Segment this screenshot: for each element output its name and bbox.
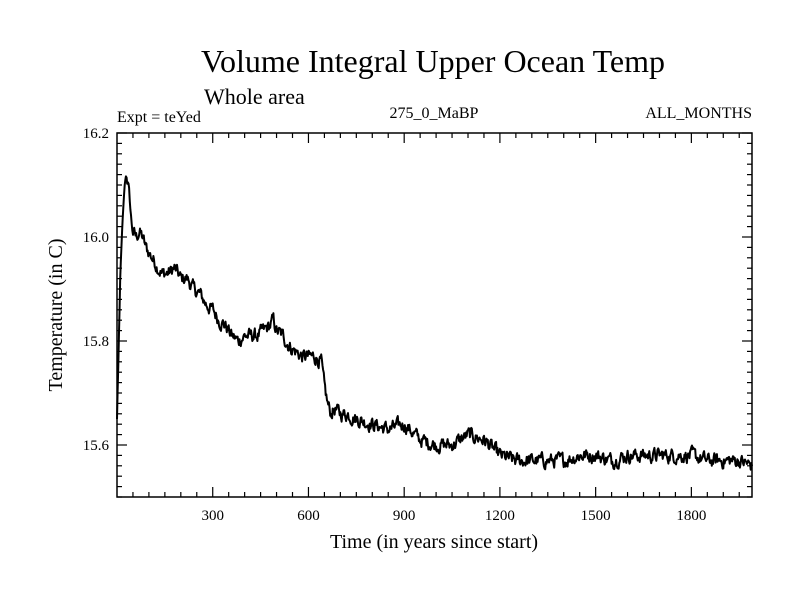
y-axis-label: Temperature (in C) (45, 239, 67, 392)
months-label: ALL_MONTHS (645, 105, 752, 122)
x-tick-label: 600 (297, 508, 320, 524)
chart-subtitle: Whole area (204, 84, 305, 109)
y-tick-label: 16.0 (83, 230, 109, 246)
period-label: 275_0_MaBP (390, 105, 479, 122)
x-tick-label: 1500 (581, 508, 611, 524)
y-tick-label: 16.2 (83, 126, 109, 142)
temperature-series-line (116, 175, 753, 471)
plot-frame (116, 132, 753, 498)
tick-labels: 300 600 900 1200 1500 1800 15.6 15.8 16.0 16.2 (83, 126, 707, 524)
y-tick-label: 15.6 (83, 438, 110, 454)
chart-title: Volume Integral Upper Ocean Temp (201, 43, 665, 79)
x-axis-label: Time (in years since start) (330, 531, 538, 553)
x-tick-label: 300 (201, 508, 224, 524)
x-tick-label: 1800 (676, 508, 706, 524)
x-tick-label: 900 (393, 508, 416, 524)
x-tick-label: 1200 (485, 508, 515, 524)
experiment-label: Expt = teYed (117, 109, 201, 126)
y-tick-label: 15.8 (83, 334, 109, 350)
